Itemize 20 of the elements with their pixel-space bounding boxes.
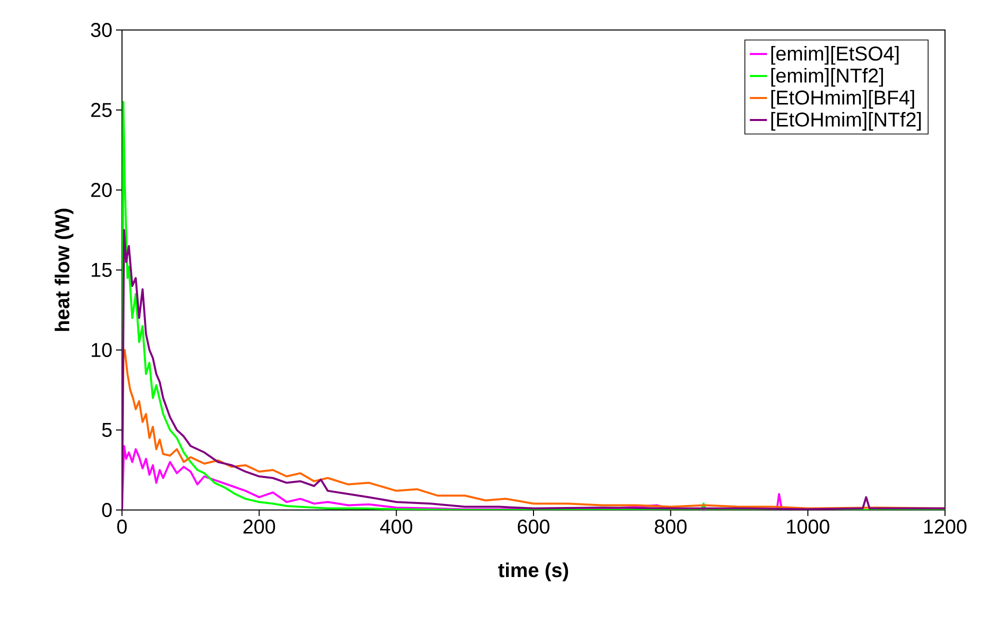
x-axis-title: time (s) [498, 562, 568, 582]
x-tick-label: 1000 [787, 520, 830, 534]
y-tick-label: 25 [91, 102, 112, 118]
legend-label: [EtOHmim][BF4] [771, 90, 914, 109]
y-tick-label: 5 [102, 423, 112, 437]
y-tick-label: 20 [91, 182, 112, 198]
x-tick-label: 200 [243, 520, 276, 534]
y-tick-label: 0 [102, 502, 112, 518]
y-tick-label: 10 [92, 342, 112, 358]
legend-label: [emim][NTf2] [771, 68, 883, 87]
x-tick-label: 400 [380, 520, 412, 534]
legend-label: [EtOHmim][NTf2] [771, 112, 921, 131]
y-axis-title: heat flow (W) [54, 208, 74, 331]
y-tick-label: 15 [92, 263, 112, 277]
y-tick-label: 30 [90, 22, 112, 38]
legend-label: [emim][EtSO4] [771, 46, 899, 65]
x-tick-label: 0 [117, 520, 127, 534]
x-tick-label: 600 [518, 520, 550, 534]
x-tick-label: 800 [654, 520, 687, 534]
x-tick-label: 1200 [924, 520, 966, 534]
